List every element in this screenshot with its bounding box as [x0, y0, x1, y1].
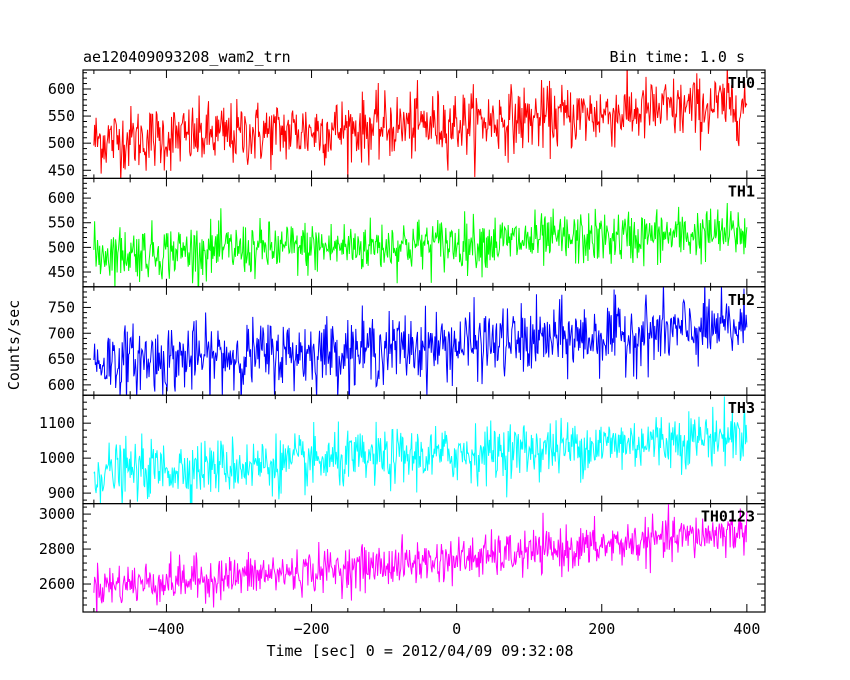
y-tick-label: 600: [48, 80, 75, 98]
y-tick-label: 750: [48, 298, 75, 316]
panel-th2: 600 650 700 750 TH2: [48, 286, 766, 396]
x-tick-label: −400: [148, 620, 184, 638]
y-tick-label: 1100: [39, 414, 75, 432]
x-axis-label: Time [sec] 0 = 2012/04/09 09:32:08: [266, 642, 573, 660]
y-tick-label: 600: [48, 189, 75, 207]
chart-title: ae120409093208_wam2_trn: [83, 48, 291, 66]
x-tick-label: 0: [452, 620, 461, 638]
y-tick-label: 450: [48, 161, 75, 179]
series-th0: [93, 70, 748, 179]
panel-th0: 450 500 550 600 TH0: [48, 69, 766, 179]
panel-th1: 450 500 550 600 TH1: [48, 177, 766, 288]
y-tick-label: 500: [48, 238, 75, 256]
y-tick-label: 1000: [39, 449, 75, 467]
panel-label: TH0: [728, 74, 755, 92]
panel-th3: 900 1000 1100 TH3: [39, 394, 766, 505]
x-tick-label: −200: [293, 620, 329, 638]
x-tick-label: 400: [733, 620, 760, 638]
panel-frame: [82, 394, 766, 505]
series-th2: [93, 286, 748, 396]
panel-label: TH3: [728, 399, 755, 417]
series-th0123: [93, 503, 748, 613]
series-th1: [93, 203, 748, 287]
series-th3: [93, 396, 748, 504]
panel-label: TH0123: [701, 508, 755, 526]
bin-time-label: Bin time: 1.0 s: [610, 48, 745, 66]
x-tick-label: 200: [588, 620, 615, 638]
y-tick-label: 2600: [39, 575, 75, 593]
y-tick-label: 550: [48, 107, 75, 125]
y-tick-label: 3000: [39, 505, 75, 523]
y-tick-label: 900: [48, 484, 75, 502]
y-tick-label: 450: [48, 263, 75, 281]
panel-frame: [82, 503, 766, 613]
y-tick-label: 2800: [39, 540, 75, 558]
y-axis-label: Counts/sec: [5, 300, 23, 390]
panel-th0123: 2600 2800 3000 TH0123: [39, 503, 766, 613]
y-tick-label: 550: [48, 214, 75, 232]
panel-label: TH1: [728, 182, 755, 200]
y-tick-label: 650: [48, 350, 75, 368]
panel-group: 450 500 550 600 TH0 450 500 550 600 TH1 600 650 700 7…: [39, 69, 766, 638]
y-tick-label: 600: [48, 376, 75, 394]
y-tick-label: 500: [48, 134, 75, 152]
y-tick-label: 700: [48, 324, 75, 342]
panel-label: TH2: [728, 291, 755, 309]
